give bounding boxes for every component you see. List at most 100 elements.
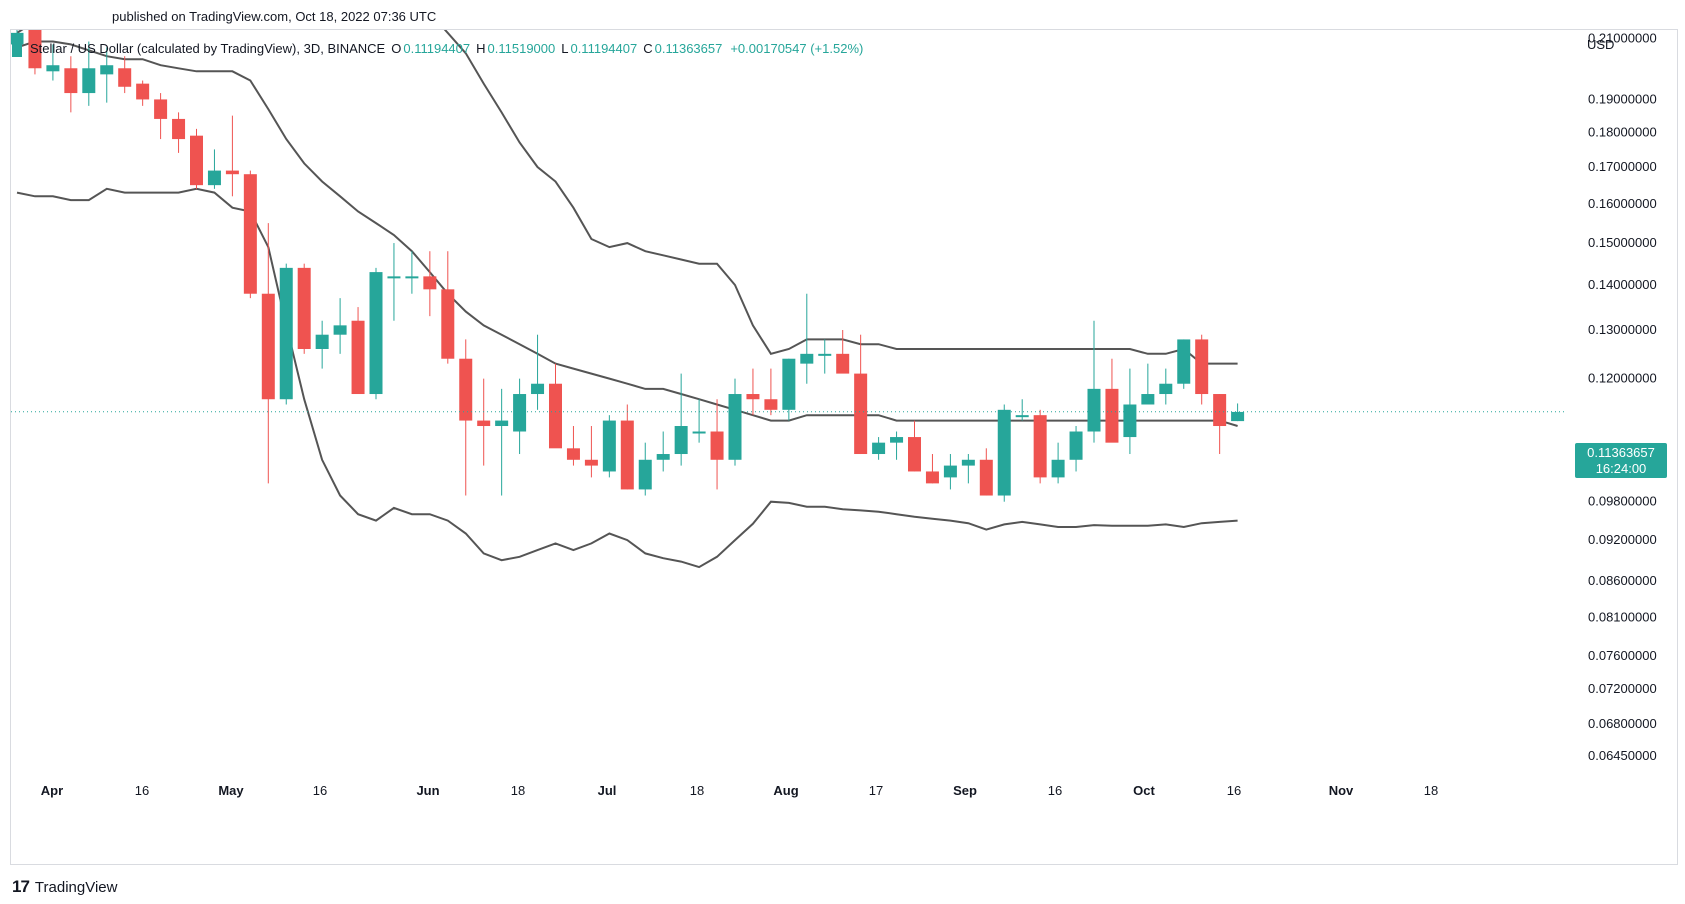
close-label: C	[643, 40, 653, 56]
candle-body-down	[1195, 339, 1209, 395]
candle-body-up	[818, 353, 832, 356]
candle-body-down	[154, 99, 168, 119]
candle-body-down	[764, 399, 778, 410]
candle-body-up	[369, 272, 383, 395]
tradingview-brand: TradingView	[34, 878, 118, 896]
y-tick-label: 0.18000000	[1588, 124, 1657, 139]
change-value: +0.00170547 (+1.52%)	[730, 40, 864, 56]
x-tick-label: Jun	[416, 783, 439, 798]
candle-body-up	[1087, 388, 1101, 432]
y-tick-label: 0.17000000	[1588, 159, 1657, 174]
y-tick-label: 0.06800000	[1588, 716, 1657, 731]
y-tick-label: 0.13000000	[1588, 322, 1657, 337]
candle-body-up	[1069, 431, 1083, 460]
candle-body-up	[728, 394, 742, 460]
candle-body-up	[872, 442, 886, 455]
y-tick-label: 0.08100000	[1588, 609, 1657, 624]
candle-body-up	[11, 32, 24, 45]
candle-body-up	[890, 437, 904, 443]
candle-body-up	[513, 394, 527, 432]
candle-body-down	[566, 448, 580, 460]
candle-body-down	[190, 135, 203, 186]
candle-body-up	[782, 358, 796, 410]
candle-body-down	[225, 170, 239, 175]
published-note: published on TradingView.com, Oct 18, 20…	[112, 9, 437, 24]
x-tick-label: Aug	[773, 783, 798, 798]
tradingview-logo[interactable]: 17 TradingView	[12, 877, 117, 897]
x-tick-label: 16	[135, 783, 149, 798]
high-value: 0.11519000	[487, 40, 556, 56]
candle-body-down	[261, 293, 275, 400]
bar-countdown: 16:24:00	[1595, 460, 1647, 476]
candle-body-up	[1159, 383, 1173, 395]
x-tick-label: 17	[869, 783, 883, 798]
candle-body-up	[800, 353, 814, 364]
candle-body-up	[82, 68, 96, 94]
candle-body-down	[620, 420, 634, 490]
candle-body-down	[64, 68, 78, 94]
candle-body-up	[961, 459, 975, 466]
candle-body-down	[459, 358, 473, 421]
candle-body-up	[333, 325, 347, 335]
candle-body-down	[836, 353, 850, 374]
candle-body-down	[1033, 415, 1047, 478]
y-tick-label: 0.09800000	[1588, 494, 1657, 509]
candle-body-up	[602, 420, 616, 472]
last-price-tag: 0.11363657 16:24:00	[1575, 443, 1667, 478]
candle-body-down	[925, 471, 939, 484]
candle-body-up	[1123, 404, 1137, 438]
candle-body-up	[207, 170, 221, 186]
bollinger-upper-band	[16, 30, 1238, 365]
candle-body-up	[100, 65, 114, 75]
candle-body-down	[423, 276, 437, 290]
candle-body-up	[1051, 459, 1065, 478]
y-tick-label: 0.06450000	[1588, 748, 1657, 763]
y-tick-label: 0.09200000	[1588, 532, 1657, 547]
candle-body-up	[495, 420, 509, 427]
candle-body-up	[387, 276, 401, 279]
low-value: 0.11194407	[570, 40, 638, 56]
y-tick-label: 0.21000000	[1588, 31, 1657, 46]
high-label: H	[476, 40, 486, 56]
x-tick-label: Sep	[953, 783, 977, 798]
candle-body-down	[710, 431, 724, 460]
candle-body-down	[243, 174, 257, 294]
candle-body-up	[315, 334, 329, 349]
bollinger-lower-band	[16, 187, 1238, 569]
plot-area[interactable]	[11, 0, 1245, 569]
candle-body-down	[351, 320, 365, 395]
symbol-title[interactable]: Stellar / US Dollar (calculated by Tradi…	[30, 40, 386, 56]
candle-body-up	[279, 267, 293, 400]
x-tick-label: Jul	[598, 783, 617, 798]
x-tick-label: 16	[313, 783, 327, 798]
candle-body-down	[118, 68, 132, 87]
candle-body-up	[405, 276, 419, 279]
y-tick-label: 0.16000000	[1588, 196, 1657, 211]
bollinger-middle-band	[16, 40, 1238, 427]
x-tick-label: 16	[1227, 783, 1241, 798]
candle-body-down	[172, 118, 186, 140]
candle-body-up	[997, 409, 1011, 496]
candle-body-down	[297, 267, 311, 349]
x-tick-label: 18	[690, 783, 704, 798]
candle-body-down	[854, 373, 868, 455]
y-tick-label: 0.07600000	[1588, 648, 1657, 663]
y-tick-label: 0.07200000	[1588, 681, 1657, 696]
candle-body-down	[979, 459, 993, 496]
candle-body-up	[656, 454, 670, 460]
x-tick-label: 18	[511, 783, 525, 798]
y-tick-label: 0.12000000	[1588, 371, 1657, 386]
candle-body-down	[28, 30, 42, 69]
candle-body-down	[549, 383, 562, 449]
candle-body-up	[1015, 415, 1029, 418]
low-label: L	[561, 40, 569, 56]
y-tick-label: 0.19000000	[1588, 91, 1657, 106]
candle-body-up	[674, 426, 688, 455]
tradingview-logo-icon: 17	[12, 877, 30, 896]
symbol-color-swatch	[12, 39, 22, 57]
candle-body-up	[692, 431, 706, 434]
y-tick-label: 0.14000000	[1588, 277, 1657, 292]
candle-body-down	[746, 394, 760, 400]
candle-body-down	[1213, 394, 1227, 427]
